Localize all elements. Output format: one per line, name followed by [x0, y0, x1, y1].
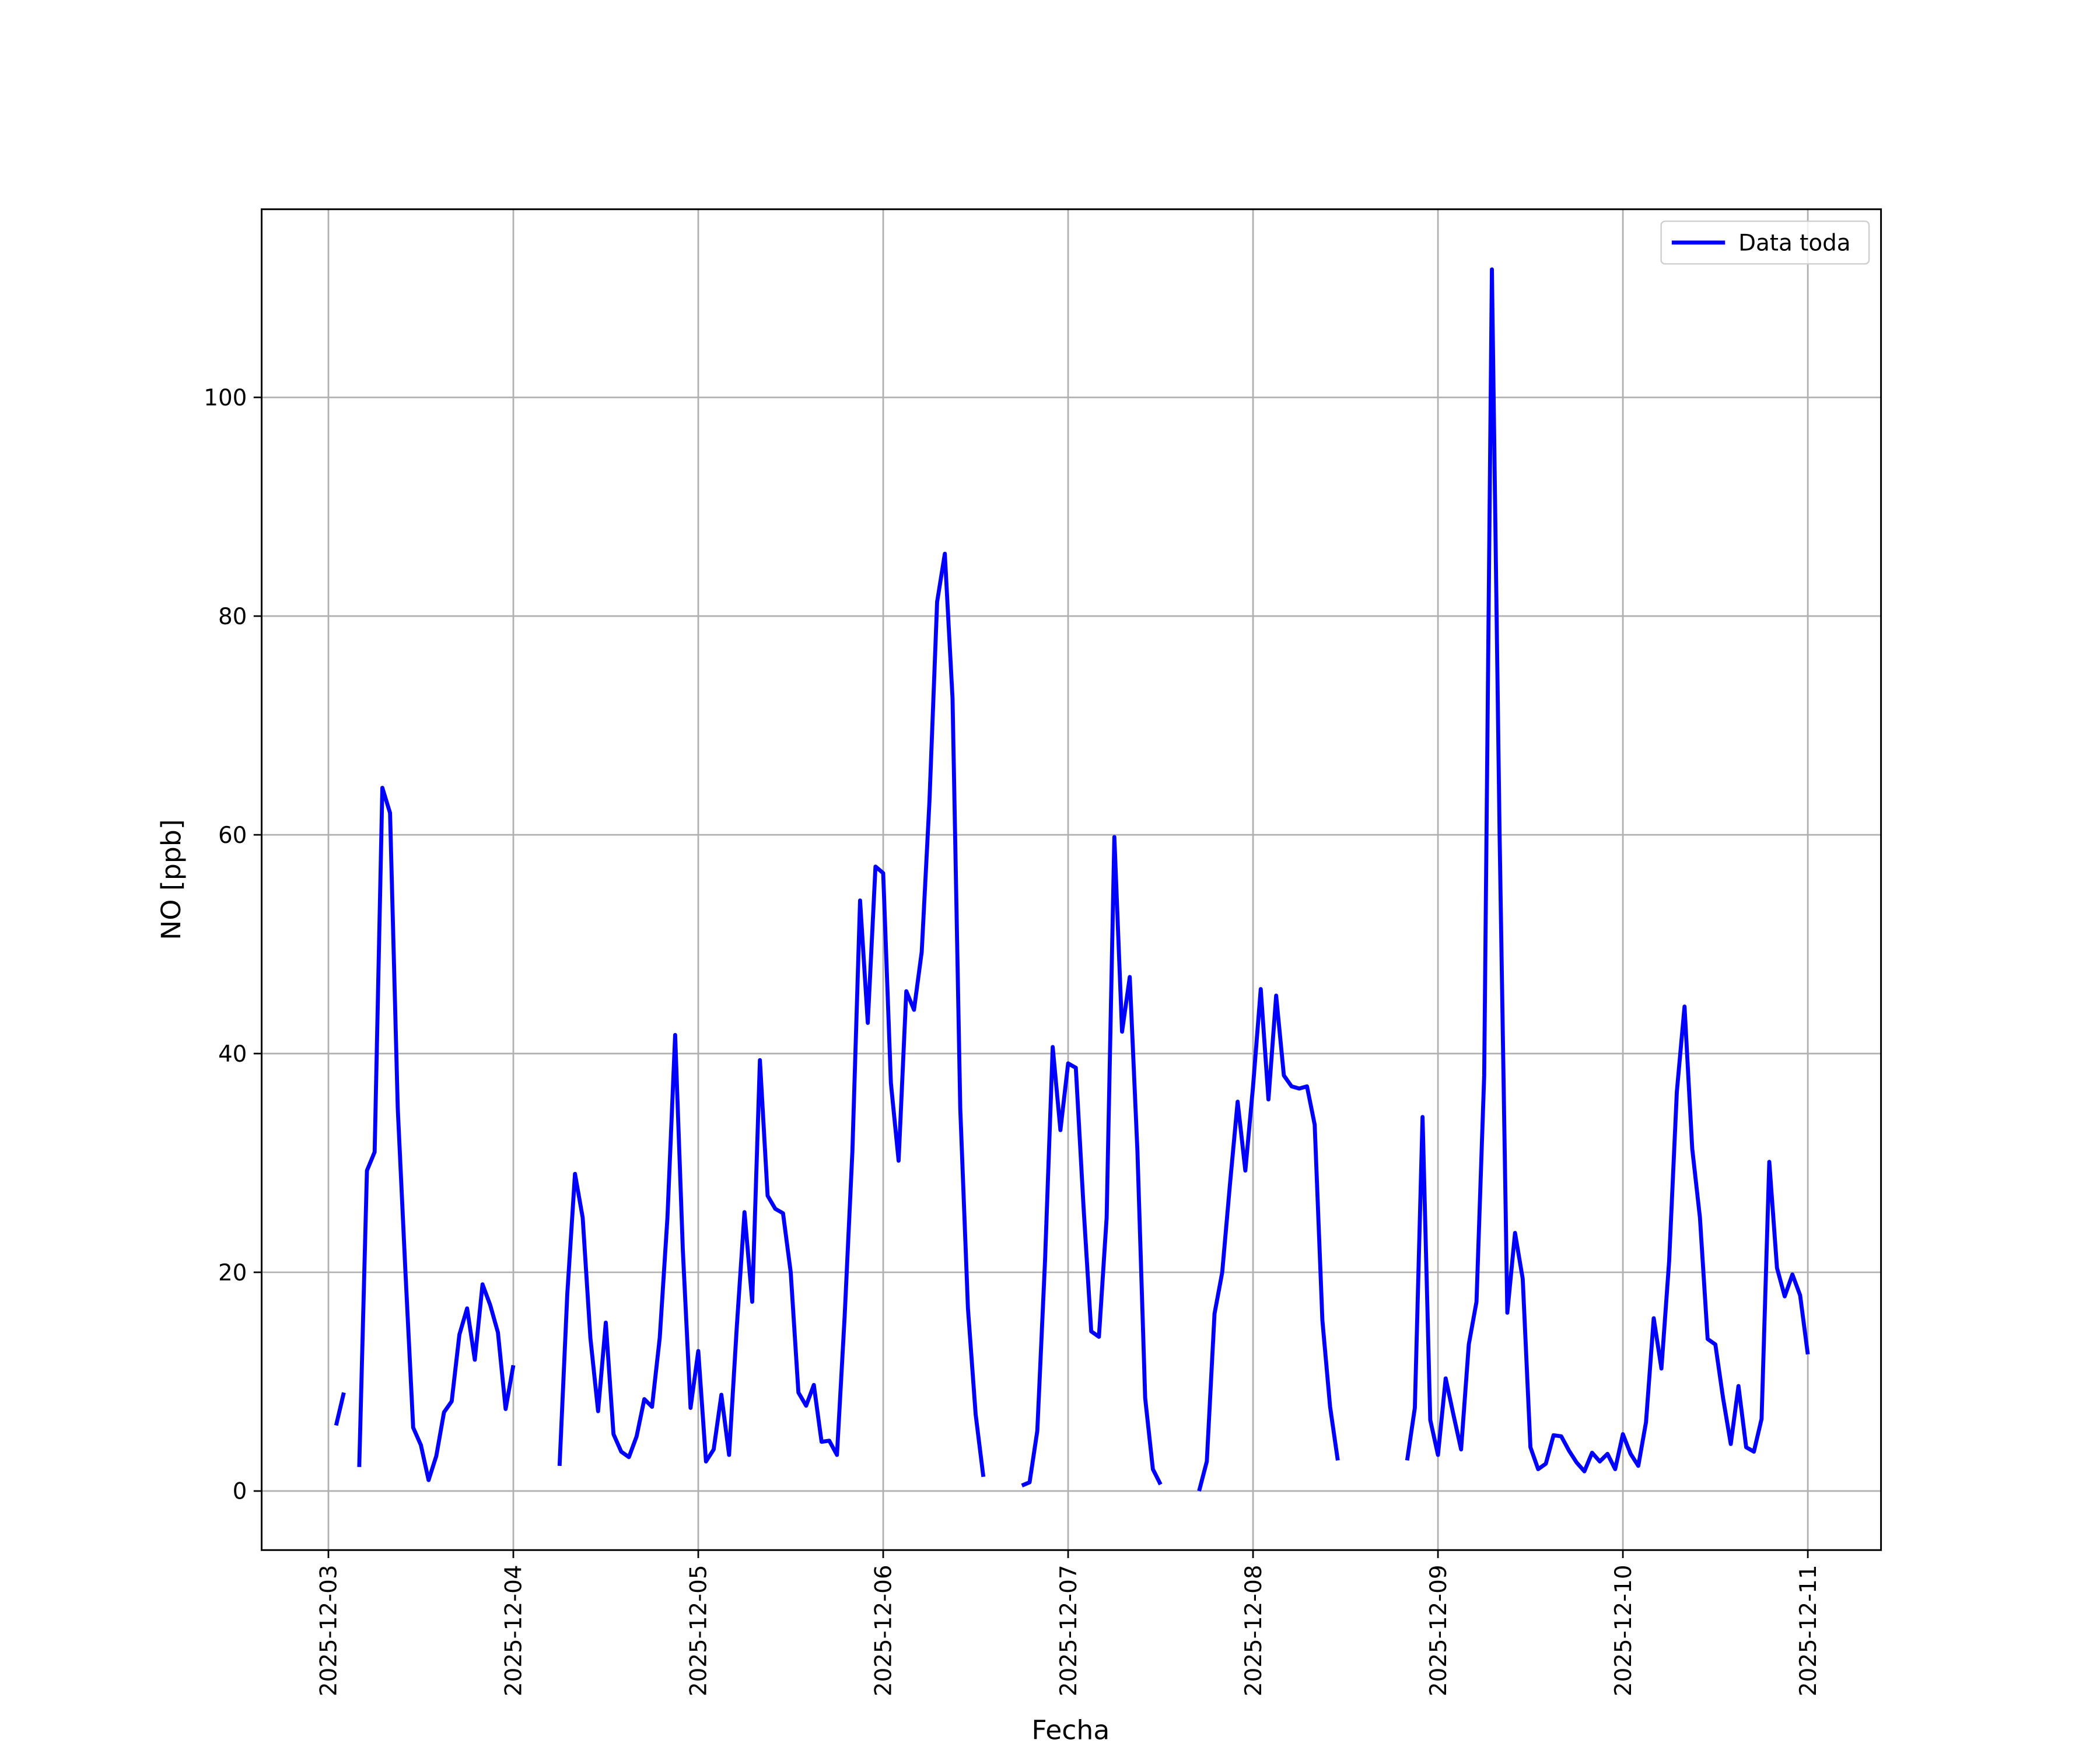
- y-tick-label: 40: [218, 1041, 247, 1068]
- x-tick-label: 2025-12-06: [871, 1564, 897, 1696]
- plot-area: [334, 267, 1810, 1492]
- y-tick-label: 60: [218, 822, 247, 849]
- y-tick-label: 100: [204, 385, 247, 411]
- legend-box: [1660, 220, 1870, 265]
- x-tick-label: 2025-12-03: [316, 1564, 342, 1696]
- legend-label: Data toda: [1738, 230, 1850, 257]
- y-tick-label: 20: [218, 1260, 247, 1286]
- x-tick-label: 2025-12-07: [1056, 1564, 1082, 1696]
- x-tick-label: 2025-12-10: [1611, 1564, 1637, 1696]
- x-tick-label: 2025-12-05: [686, 1564, 712, 1696]
- x-tick-label: 2025-12-08: [1241, 1564, 1267, 1696]
- x-tick-label: 2025-12-11: [1796, 1564, 1822, 1696]
- data-line: [334, 267, 1810, 1492]
- y-axis-label: NO [ppb]: [156, 819, 187, 940]
- axes-frame: [261, 208, 1882, 1551]
- x-axis-label: Fecha: [1031, 1715, 1110, 1746]
- ticks: 0 20 40 60 80 100 2025-12-03 2025-12-04 2025-12-…: [204, 385, 1822, 1696]
- x-tick-label: 2025-12-04: [501, 1564, 527, 1696]
- y-tick-label: 80: [218, 604, 247, 630]
- legend: Data toda: [1660, 220, 1870, 265]
- y-tick-label: 0: [233, 1479, 247, 1505]
- x-tick-label: 2025-12-09: [1426, 1564, 1452, 1696]
